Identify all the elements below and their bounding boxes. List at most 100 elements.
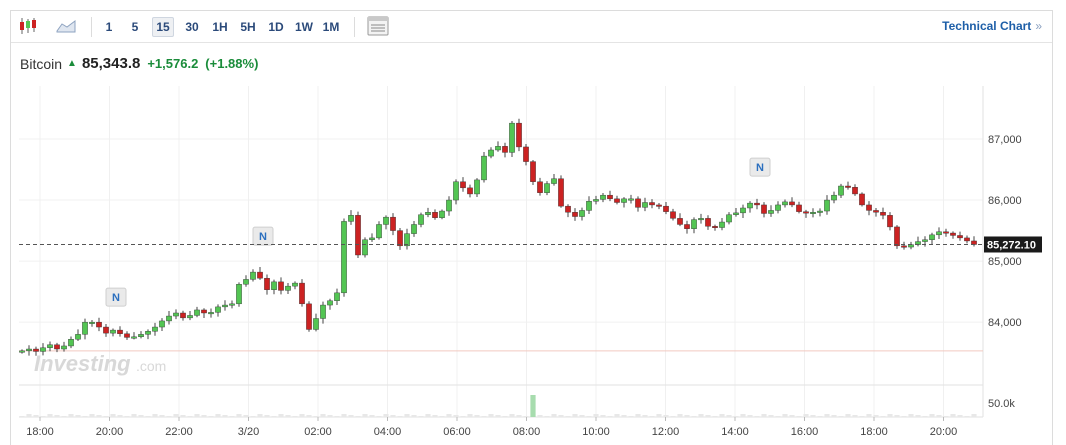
candle-body [824, 199, 830, 212]
technical-chart-link[interactable]: Technical Chart» [942, 19, 1042, 33]
candle-body [285, 285, 291, 291]
candle-body [775, 204, 781, 211]
volume-bar [61, 416, 67, 417]
volume-bar [404, 414, 410, 417]
interval-1w[interactable]: 1W [295, 20, 313, 34]
volume-bar [733, 416, 739, 417]
volume-bar [327, 415, 333, 417]
interval-1h[interactable]: 1H [212, 20, 228, 34]
table-icon[interactable] [366, 16, 390, 36]
volume-bar [642, 415, 648, 417]
volume-bar [131, 414, 137, 417]
news-markers: N N N [105, 157, 771, 307]
candle-body [852, 187, 858, 195]
x-tick-label: 02:00 [304, 426, 332, 438]
candle-body [747, 202, 753, 209]
x-tick-label: 16:00 [791, 426, 819, 438]
candle-body [586, 201, 592, 211]
volume-bar [117, 415, 123, 417]
volume-bar [152, 414, 158, 417]
candle-body [159, 320, 165, 328]
volume-bar [292, 416, 298, 417]
volume-bar [278, 414, 284, 417]
volume-bar [796, 416, 802, 417]
volume-bar [33, 415, 39, 417]
volume-bar [236, 414, 242, 417]
candle-body [684, 224, 690, 229]
interval-15[interactable]: 15 [152, 17, 174, 37]
chart-toolbar: 1 5 15 30 1H 5H 1D 1W 1M Technical Chart… [11, 11, 1052, 43]
volume-bar [159, 415, 165, 417]
candle-body [425, 212, 431, 215]
x-axis: 18:00 20:00 22:00 3/20 02:00 04:00 06:00 08:00 1… [26, 417, 957, 438]
area-chart-icon[interactable] [55, 16, 77, 36]
candle-body [537, 181, 543, 193]
volume-bar [341, 414, 347, 417]
candle-body [509, 122, 515, 153]
volume-bar [502, 416, 508, 417]
candle-body [621, 198, 627, 203]
volume-bar [719, 414, 725, 417]
news-marker[interactable]: N [105, 287, 127, 307]
toolbar-separator [354, 17, 355, 37]
interval-1d[interactable]: 1D [268, 20, 284, 34]
candle-body [411, 224, 417, 234]
interval-5h[interactable]: 5H [240, 20, 256, 34]
volume-bar [782, 414, 788, 417]
candlestick-icon[interactable] [17, 16, 39, 36]
x-tick-label: 22:00 [165, 426, 193, 438]
double-chevron-right-icon: » [1035, 19, 1042, 33]
candle-body [110, 329, 116, 334]
volume-bar [810, 415, 816, 417]
volume-bar [166, 416, 172, 417]
volume-bar [173, 414, 179, 417]
volume-bar [649, 416, 655, 417]
volume-bar [19, 416, 25, 417]
candle-body [187, 315, 193, 319]
candle-body [880, 212, 886, 216]
watermark-suffix: .com [136, 358, 166, 374]
volume-bar [656, 414, 662, 417]
volume-bar [859, 416, 865, 417]
interval-5[interactable]: 5 [131, 20, 139, 34]
candle-body [943, 231, 949, 234]
candle-body [782, 201, 788, 206]
candle-body [236, 284, 242, 305]
volume-bar [376, 416, 382, 417]
candle-body [922, 239, 928, 242]
x-tick-label: 14:00 [721, 426, 749, 438]
candle-body [383, 216, 389, 225]
interval-30[interactable]: 30 [185, 20, 199, 34]
candle-body [208, 312, 214, 315]
volume-bar [544, 416, 550, 417]
volume-bar [467, 414, 473, 417]
candle-body [229, 303, 235, 306]
candle-body [488, 149, 494, 157]
news-marker[interactable]: N [252, 226, 274, 246]
interval-1[interactable]: 1 [105, 20, 113, 34]
volume-axis-label: 50.0k [988, 398, 1015, 410]
current-price-badge [984, 236, 1042, 253]
current-price-label: 85,272.10 [987, 239, 1036, 251]
interval-1m[interactable]: 1M [322, 20, 340, 34]
candle-body [117, 329, 123, 334]
candle-body [278, 281, 284, 291]
news-marker[interactable]: N [749, 157, 771, 177]
volume-bar [922, 416, 928, 417]
y-axis: 84,000 85,000 86,000 87,000 50.0k [988, 134, 1022, 410]
technical-chart-label[interactable]: Technical Chart [942, 19, 1032, 33]
candle-body [803, 211, 809, 214]
price-change: +1,576.2 [147, 56, 199, 71]
volume-bar [880, 416, 886, 417]
candle-body [873, 210, 879, 213]
volume-bar [495, 415, 501, 417]
volume-bar [103, 416, 109, 417]
x-tick-label: 20:00 [930, 426, 958, 438]
volume-bar [565, 416, 571, 417]
y-tick-label: 84,000 [988, 317, 1022, 329]
candle-body [572, 212, 578, 217]
volume-bar [964, 416, 970, 417]
volume-bar [908, 414, 914, 417]
volume-bar [348, 415, 354, 417]
